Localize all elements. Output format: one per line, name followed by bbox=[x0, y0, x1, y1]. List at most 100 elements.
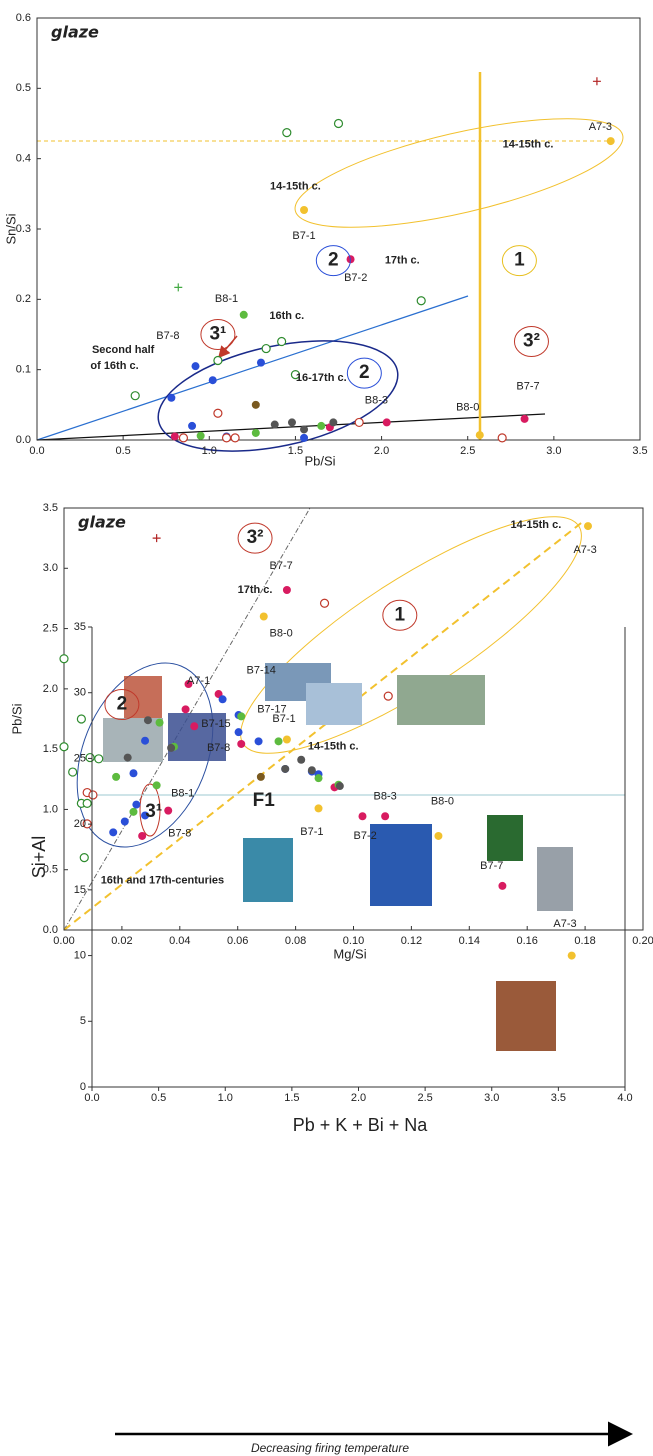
annotation: 2 bbox=[328, 250, 339, 271]
point bbox=[141, 736, 150, 745]
point bbox=[282, 585, 291, 594]
annotation: B7-14 bbox=[247, 664, 276, 676]
point bbox=[164, 806, 173, 815]
point bbox=[188, 421, 197, 430]
annotation: 16-17th c. bbox=[296, 372, 347, 384]
x-tick-label: 3.5 bbox=[632, 445, 647, 457]
sample-photo bbox=[487, 815, 523, 861]
point bbox=[282, 128, 292, 138]
x-tick-label: 1.0 bbox=[202, 445, 217, 457]
point bbox=[152, 534, 161, 543]
x-tick-label: 1.5 bbox=[288, 445, 303, 457]
annotation: B7-17 bbox=[257, 704, 286, 716]
y-tick-label: 0.5 bbox=[43, 864, 58, 876]
point bbox=[274, 737, 283, 746]
point bbox=[143, 716, 152, 725]
annotation: 17th c. bbox=[385, 255, 420, 267]
point bbox=[88, 790, 98, 800]
point bbox=[592, 77, 601, 86]
group-ellipse bbox=[76, 662, 214, 848]
annotation-circle bbox=[501, 245, 537, 277]
annotation: 14-15th c. bbox=[270, 181, 321, 193]
trend-line bbox=[36, 295, 469, 441]
point bbox=[358, 812, 367, 821]
annotation-circle bbox=[346, 357, 382, 389]
annotation: A7-3 bbox=[573, 544, 596, 556]
annotation: B7-1 bbox=[300, 826, 323, 838]
point bbox=[281, 764, 290, 773]
x-tick-label: 0.10 bbox=[343, 935, 364, 947]
point bbox=[155, 718, 164, 727]
group-ellipse bbox=[139, 783, 161, 837]
annotation: 3² bbox=[523, 331, 540, 352]
point bbox=[307, 766, 316, 775]
point bbox=[85, 752, 95, 763]
point bbox=[82, 798, 92, 809]
point bbox=[112, 772, 121, 781]
annotation: B8-1 bbox=[215, 293, 238, 305]
point bbox=[129, 769, 138, 778]
point bbox=[335, 782, 344, 791]
point bbox=[282, 735, 291, 744]
annotation: B8-3 bbox=[365, 395, 388, 407]
point bbox=[567, 951, 576, 960]
point bbox=[261, 343, 271, 354]
point bbox=[167, 743, 176, 752]
x-tick-label: 0.04 bbox=[169, 935, 190, 947]
x-tick-label: 0.14 bbox=[459, 935, 480, 947]
point bbox=[270, 420, 279, 429]
x-axis-label: Mg/Si bbox=[333, 946, 366, 961]
point bbox=[94, 754, 104, 764]
sample-photo bbox=[537, 847, 573, 911]
x-tick-label: 0.06 bbox=[227, 935, 248, 947]
point bbox=[300, 433, 309, 442]
point bbox=[109, 828, 118, 837]
y-tick-label: 5 bbox=[80, 1015, 86, 1027]
annotation: B8-1 bbox=[171, 788, 194, 800]
sample-photo bbox=[306, 683, 362, 725]
annotation: 2 bbox=[117, 694, 128, 715]
x-tick-label: 0.5 bbox=[151, 1092, 166, 1104]
annotation: B7-15 bbox=[201, 718, 230, 730]
point bbox=[256, 772, 265, 781]
annotation: 1 bbox=[395, 604, 406, 625]
point bbox=[181, 705, 190, 714]
x-tick-label: 0.08 bbox=[285, 935, 306, 947]
x-tick-label: 0.20 bbox=[632, 935, 653, 947]
annotation-circle bbox=[104, 689, 140, 721]
annotation: A7-3 bbox=[553, 918, 576, 930]
sample-photo bbox=[168, 713, 226, 761]
point bbox=[583, 522, 592, 531]
arrow-label: Decreasing firing temperature bbox=[251, 1441, 409, 1455]
point bbox=[123, 753, 132, 762]
point bbox=[333, 118, 344, 129]
annotation: B7-8 bbox=[156, 330, 179, 342]
y-tick-label: 1.5 bbox=[43, 743, 58, 755]
annotation: B8-3 bbox=[374, 790, 397, 802]
point bbox=[381, 812, 390, 821]
x-tick-label: 2.5 bbox=[417, 1092, 432, 1104]
point bbox=[138, 831, 147, 840]
point bbox=[317, 421, 326, 430]
annotation: B8-0 bbox=[431, 796, 454, 808]
annotation-circle bbox=[237, 522, 273, 554]
sample-photo bbox=[397, 675, 485, 725]
x-tick-label: 0.18 bbox=[574, 935, 595, 947]
x-tick-label: 3.0 bbox=[484, 1092, 499, 1104]
chart-title: glaze bbox=[78, 513, 126, 532]
x-axis-label: Pb + K + Bi + Na bbox=[293, 1115, 429, 1135]
x-tick-label: 2.0 bbox=[374, 445, 389, 457]
x-tick-label: 3.5 bbox=[551, 1092, 566, 1104]
annotation-circle bbox=[382, 599, 418, 631]
annotation-circle bbox=[315, 245, 351, 277]
chart3-guides bbox=[92, 627, 633, 1447]
y-tick-label: 0.1 bbox=[16, 364, 31, 376]
point bbox=[213, 355, 223, 366]
annotation: 1 bbox=[514, 250, 525, 271]
point bbox=[475, 431, 484, 440]
annotation: 17th c. bbox=[238, 584, 273, 596]
point bbox=[59, 654, 69, 664]
point bbox=[130, 391, 140, 401]
